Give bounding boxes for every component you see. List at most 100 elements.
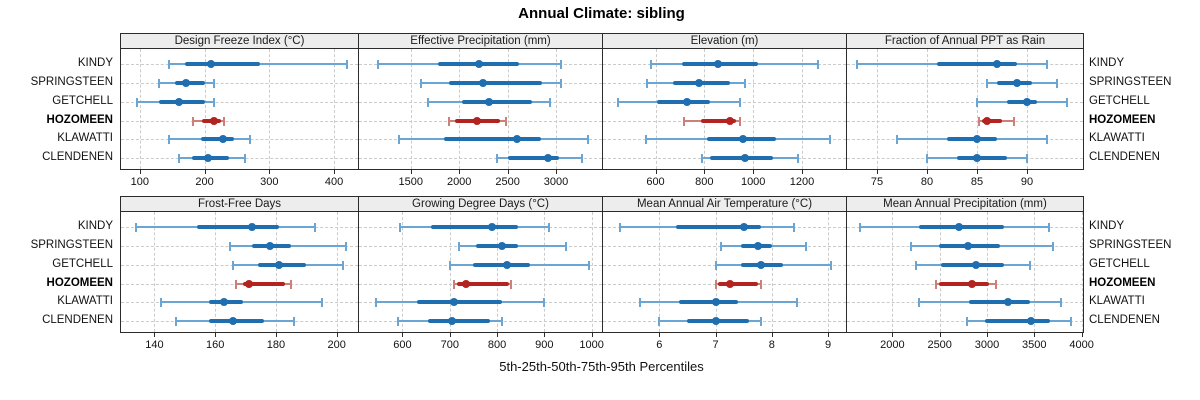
interquartile-bar — [196, 225, 279, 229]
site-label-right-springsteen: SPRINGSTEEN — [1089, 76, 1172, 88]
axis-tick-label: 800 — [695, 176, 714, 188]
interquartile-bar — [475, 244, 519, 248]
percentile-row-clendenen — [603, 49, 846, 169]
axis-tick — [215, 333, 217, 337]
whisker-cap-95th — [559, 60, 562, 69]
percentile-row-getchell — [603, 49, 846, 169]
site-label-right-hozomeen: HOZOMEEN — [1089, 276, 1156, 289]
whisker-cap-5th — [910, 242, 913, 251]
whisker-cap-5th — [926, 154, 928, 163]
whisker-cap-95th — [222, 116, 225, 126]
axis-tick — [336, 333, 338, 337]
whisker-cap-5th — [399, 223, 402, 232]
whisker-cap-95th — [500, 317, 503, 326]
percentile-row-springsteen — [121, 212, 358, 332]
gridline-horizontal — [121, 120, 358, 122]
percentile-row-springsteen — [359, 49, 602, 169]
whisker-cap-5th — [174, 317, 177, 326]
axis-tick — [275, 333, 277, 337]
axis-tick — [753, 170, 755, 174]
axis-tick — [771, 333, 773, 337]
whisker-cap-95th — [1069, 317, 1072, 326]
site-label-left-clendenen: CLENDENEN — [42, 314, 113, 326]
axis-tick-label: 200 — [327, 339, 346, 351]
whisker-cap-5th — [177, 154, 180, 163]
whisker-cap-5th — [714, 279, 717, 289]
strip-title: Design Freeze Index (°C) — [174, 35, 305, 47]
gridline-vertical — [828, 212, 829, 332]
whisker-cap-95th — [1066, 98, 1068, 107]
gridline-vertical — [154, 212, 156, 332]
median-dot — [1013, 79, 1021, 87]
median-dot — [484, 98, 493, 106]
site-label-right-getchell: GETCHELL — [1089, 95, 1150, 107]
whisker-cap-95th — [759, 317, 762, 326]
median-dot — [502, 261, 511, 269]
site-label-right-kindy: KINDY — [1089, 57, 1125, 69]
interquartile-bar — [430, 225, 519, 229]
median-dot — [448, 317, 457, 325]
whisker-cap-95th — [543, 298, 546, 307]
whisker-cap-95th — [548, 223, 551, 232]
gridline-vertical — [927, 49, 928, 169]
median-dot — [209, 116, 218, 125]
median-dot — [182, 79, 191, 87]
axis-tick — [507, 170, 509, 174]
whisker-cap-5th — [644, 135, 647, 144]
interquartile-bar — [448, 81, 543, 85]
percentile-row-klawatti — [121, 212, 358, 332]
whisker-cap-95th — [588, 261, 591, 270]
interquartile-bar — [982, 118, 1002, 123]
axis-tick — [139, 170, 141, 174]
whisker-cap-95th — [994, 279, 997, 289]
median-dot — [983, 116, 991, 125]
axis-tick-label: 600 — [646, 176, 665, 188]
median-dot — [695, 79, 704, 87]
axis-tick — [459, 170, 461, 174]
whisker-cap-95th — [797, 154, 800, 163]
strip-title: Mean Annual Air Temperature (°C) — [636, 198, 813, 210]
whisker-cap-95th — [1046, 60, 1048, 69]
interquartile-bar — [507, 156, 559, 160]
axis-tick — [204, 170, 206, 174]
median-dot — [265, 242, 274, 250]
whisker-cap-95th — [314, 223, 317, 232]
axis-tick-label: 800 — [487, 339, 507, 351]
gridline-vertical — [986, 212, 988, 332]
axis-tick-label: 600 — [393, 339, 412, 351]
percentile-row-springsteen — [121, 49, 358, 169]
panel-mean-annual-precipitation-mm — [846, 211, 1084, 333]
median-dot — [1004, 298, 1013, 306]
site-label-left-klawatti: KLAWATTI — [57, 132, 113, 144]
median-dot — [973, 154, 981, 162]
median-dot — [207, 60, 215, 68]
strip-frost-free-days: Frost-Free Days — [120, 196, 359, 212]
axis-tick-label: 1000 — [579, 339, 604, 351]
interquartile-bar — [700, 118, 737, 123]
whisker-cap-95th — [1048, 223, 1051, 232]
whisker-cap-95th — [244, 154, 247, 163]
interquartile-bar — [947, 137, 997, 141]
axis-tick-label: 7 — [712, 339, 719, 351]
whisker-cap-95th — [581, 154, 584, 163]
site-label-left-getchell: GETCHELL — [52, 95, 113, 107]
gridline-vertical — [334, 49, 336, 169]
whisker-cap-95th — [743, 79, 746, 88]
site-label-left-kindy: KINDY — [77, 220, 113, 232]
percentile-row-klawatti — [359, 49, 602, 169]
axis-tick — [154, 333, 156, 337]
interquartile-bar — [201, 137, 234, 141]
percentile-row-getchell — [847, 49, 1083, 169]
whisker-cap-95th — [1056, 79, 1058, 88]
gridline-horizontal — [847, 321, 1083, 322]
whisker-cap-95th — [829, 261, 832, 270]
strip-effective-precipitation-mm: Effective Precipitation (mm) — [358, 33, 603, 49]
axis-tick — [659, 333, 661, 337]
median-dot — [711, 317, 720, 325]
median-dot — [972, 261, 981, 269]
whisker-cap-5th — [158, 79, 161, 88]
whisker-cap-5th — [376, 60, 379, 69]
panel-elevation-m — [602, 48, 847, 170]
whisker-cap-95th — [738, 98, 741, 107]
axis-tick-label: 1500 — [398, 176, 424, 188]
